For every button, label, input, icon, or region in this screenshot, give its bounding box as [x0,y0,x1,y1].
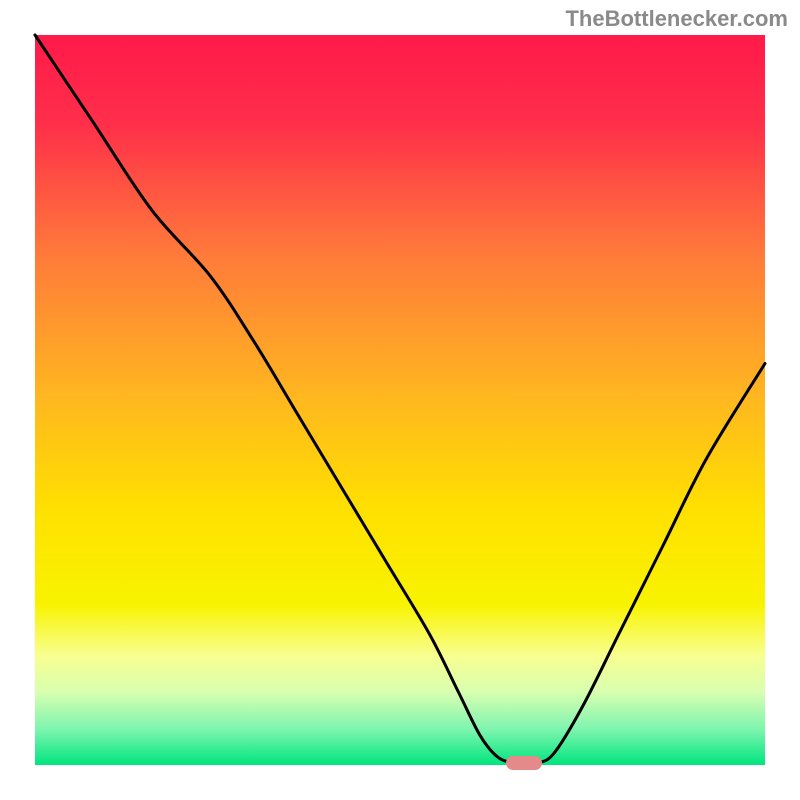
optimal-marker [506,756,542,770]
watermark-text: TheBottlenecker.com [565,6,788,32]
chart-container: TheBottlenecker.com [0,0,800,800]
bottleneck-curve [0,0,800,800]
